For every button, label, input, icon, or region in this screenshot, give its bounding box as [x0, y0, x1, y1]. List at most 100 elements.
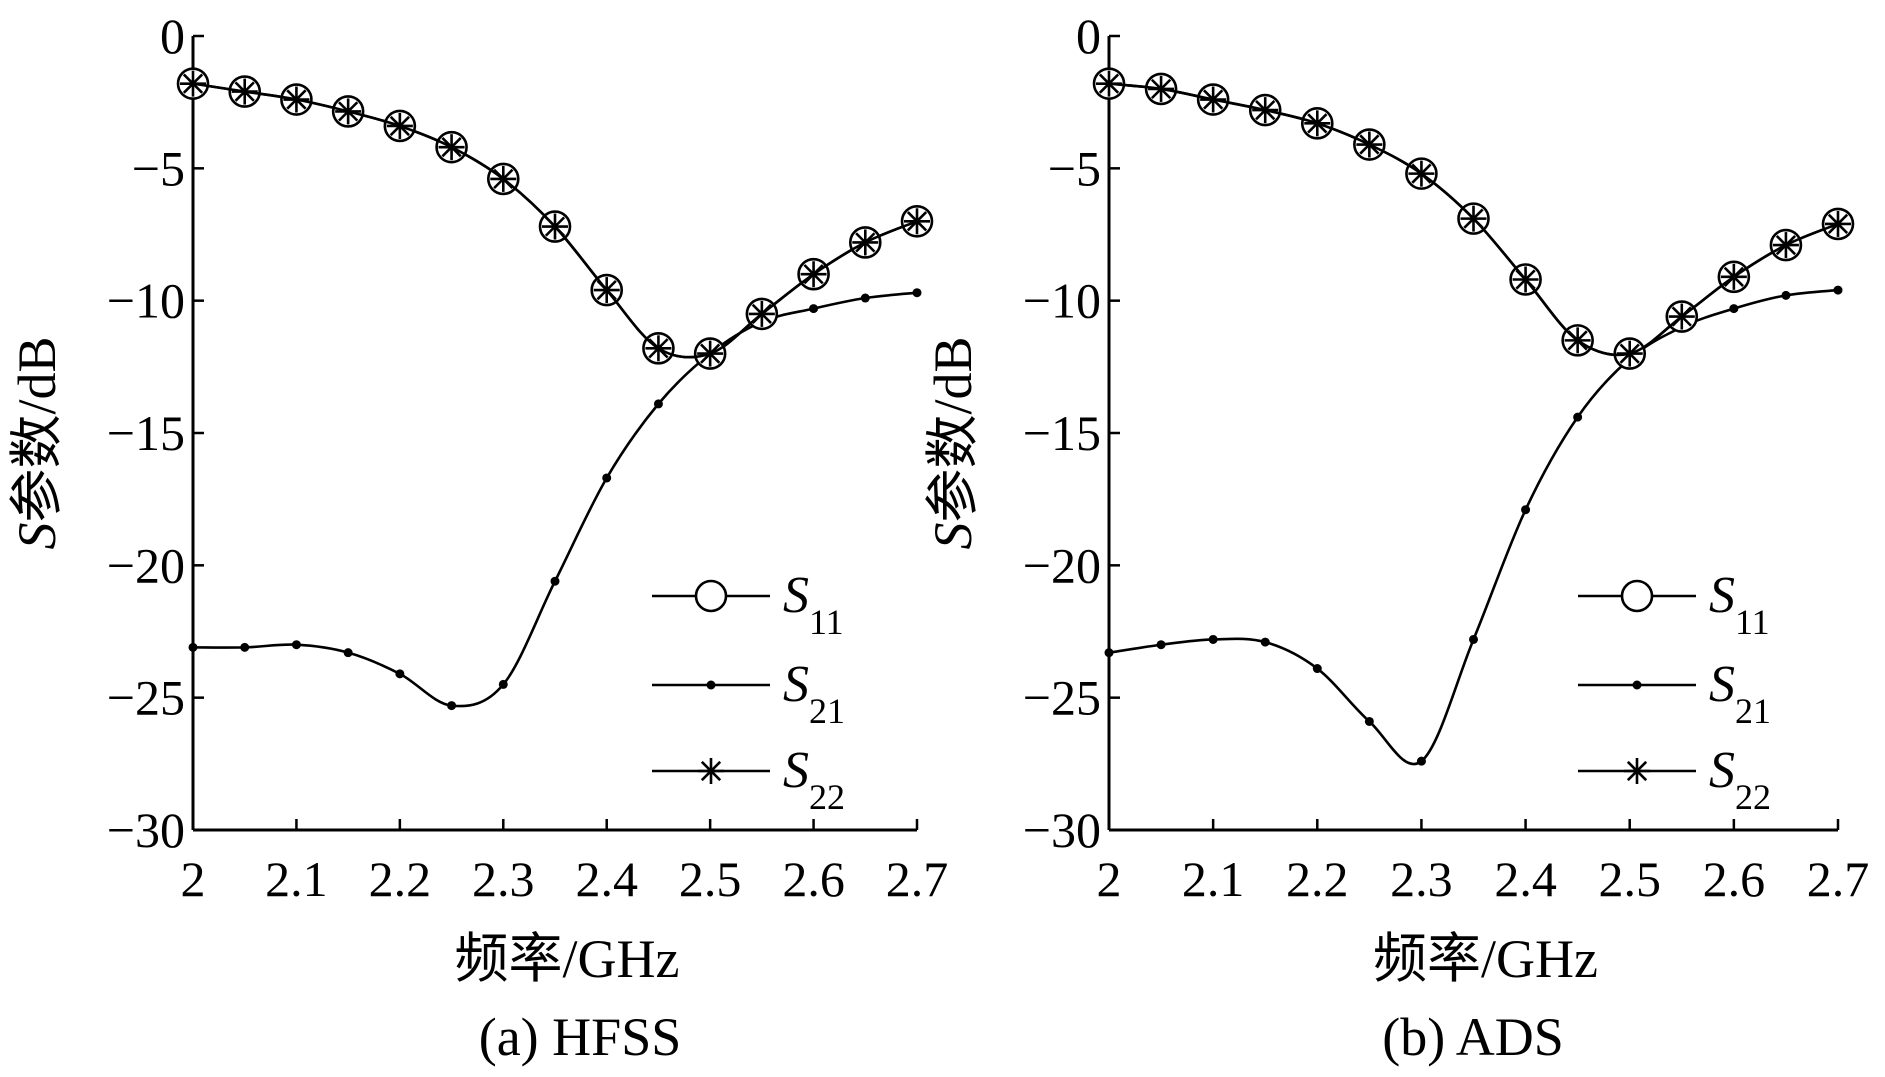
legend-item-s11: S11: [1578, 567, 1770, 642]
legend-item-s11: S11: [652, 567, 844, 642]
s21-dot-marker: [860, 293, 870, 303]
s21-dot-marker: [1260, 637, 1270, 647]
s21-dot-marker: [1104, 648, 1114, 658]
series-s22: [1096, 70, 1851, 367]
s22-asterisk-marker: [542, 213, 568, 240]
s21-dot-marker: [706, 680, 716, 690]
s22-asterisk-marker: [283, 86, 310, 113]
chart-panel-b: 0 −5 −10 −15 −20 −25 −302 2.1 2.2 2.3 2.4 2.5 2.6 2.7…: [923, 8, 1869, 1067]
s21-dot-marker: [447, 701, 457, 711]
s22-asterisk-marker: [1304, 110, 1331, 137]
panel-caption: (a) HFSS: [479, 1007, 682, 1067]
x-tick-label: 2: [1097, 851, 1122, 907]
s22-asterisk-marker: [852, 229, 879, 256]
y-tick-label: −30: [1023, 802, 1101, 858]
s22-asterisk-marker: [490, 165, 517, 192]
x-tick-label: 2.1: [265, 851, 328, 907]
y-tick-label: −20: [1023, 537, 1101, 593]
s21-dot-marker: [1521, 505, 1531, 515]
s22-asterisk-marker: [1096, 70, 1122, 97]
s21-dot-marker: [602, 473, 612, 483]
s21-dot-marker: [912, 288, 922, 298]
x-tick-label: 2.5: [1598, 851, 1661, 907]
legend-item-s22: S22: [652, 742, 845, 817]
s22-asterisk-marker: [1356, 131, 1383, 158]
legend-label: S21: [783, 656, 845, 731]
y-tick-label: −20: [107, 537, 185, 593]
s22-asterisk-marker: [1624, 758, 1650, 784]
legend-label: S11: [783, 567, 844, 642]
s22-asterisk-marker: [180, 70, 206, 97]
s21-dot-marker: [1416, 756, 1426, 766]
x-tick-label: 2.6: [1703, 851, 1766, 907]
s22-asterisk-marker: [1720, 263, 1747, 290]
y-tick-label: −15: [107, 405, 185, 461]
s22-asterisk-marker: [1460, 205, 1487, 232]
s21-dot-marker: [498, 679, 508, 689]
s22-asterisk-marker: [697, 340, 724, 367]
chart-panel-a: 0 −5 −10 −15 −20 −25 −302 2.1 2.2 2.3 2.4 2.5 2.6 2.7…: [7, 8, 948, 1067]
x-tick-label: 2.3: [1390, 851, 1453, 907]
legend-item-s21: S21: [652, 656, 845, 731]
s21-dot-marker: [550, 576, 560, 586]
s22-asterisk-marker: [1668, 303, 1695, 330]
y-tick-label: −5: [1048, 140, 1101, 196]
s21-dot-marker: [1632, 680, 1642, 690]
y-tick-label: 0: [1076, 8, 1101, 64]
s22-asterisk-marker: [386, 112, 413, 139]
x-tick-label: 2.7: [1807, 851, 1870, 907]
series-s21: [188, 288, 922, 711]
s22-asterisk-marker: [1512, 266, 1539, 293]
y-tick-label: 0: [160, 8, 185, 64]
s22-asterisk-marker: [335, 98, 362, 125]
s21-dot-marker: [1156, 640, 1166, 650]
s22-asterisk-marker: [1252, 97, 1279, 124]
s21-line: [192, 291, 918, 708]
x-axis-title: 频率/GHz: [455, 929, 680, 989]
s22-asterisk-marker: [1772, 232, 1799, 259]
x-tick-label: 2.5: [679, 851, 742, 907]
s21-dot-marker: [395, 669, 405, 679]
s11-circle-marker: [694, 579, 728, 613]
s22-asterisk-marker: [1616, 340, 1643, 367]
y-tick-label: −5: [132, 140, 185, 196]
legend-label: S22: [1709, 742, 1771, 817]
x-tick-label: 2.2: [1286, 851, 1349, 907]
y-tick-label: −10: [1023, 273, 1101, 329]
x-tick-label: 2: [181, 851, 206, 907]
y-axis-title: S参数/dB: [7, 336, 67, 549]
x-tick-label: 2.4: [1494, 851, 1557, 907]
s22-asterisk-marker: [1200, 86, 1227, 113]
x-axis-title: 频率/GHz: [1373, 929, 1598, 989]
y-axis-title: S参数/dB: [923, 336, 983, 549]
s11-circle-marker: [1620, 579, 1654, 613]
s21-dot-marker: [1469, 634, 1478, 644]
s21-dot-marker: [1729, 304, 1739, 314]
panel-caption: (b) ADS: [1382, 1007, 1564, 1067]
s21-dot-marker: [1573, 412, 1583, 422]
s22-asterisk-marker: [1148, 75, 1175, 102]
s22-asterisk-marker: [1825, 210, 1851, 237]
y-tick-label: −10: [107, 273, 185, 329]
s22-asterisk-marker: [231, 78, 258, 105]
legend-label: S11: [1709, 567, 1770, 642]
s21-dot-marker: [240, 642, 250, 652]
s22-asterisk-marker: [748, 300, 775, 327]
y-tick-label: −25: [1023, 670, 1101, 726]
s22-asterisk-marker: [904, 208, 930, 235]
s21-dot-marker: [1833, 285, 1843, 295]
x-tick-label: 2.7: [886, 851, 949, 907]
x-tick-label: 2.2: [369, 851, 432, 907]
legend-label: S22: [783, 742, 845, 817]
s21-dot-marker: [809, 304, 819, 314]
y-tick-label: −30: [107, 802, 185, 858]
s21-dot-marker: [1312, 664, 1322, 674]
s21-dot-marker: [1364, 716, 1374, 726]
legend-item-s21: S21: [1578, 656, 1771, 731]
s21-dot-marker: [1781, 290, 1791, 300]
s21-dot-marker: [291, 640, 301, 650]
s22-asterisk-marker: [438, 134, 465, 161]
s21-dot-marker: [343, 648, 353, 658]
s21-dot-marker: [653, 399, 663, 409]
